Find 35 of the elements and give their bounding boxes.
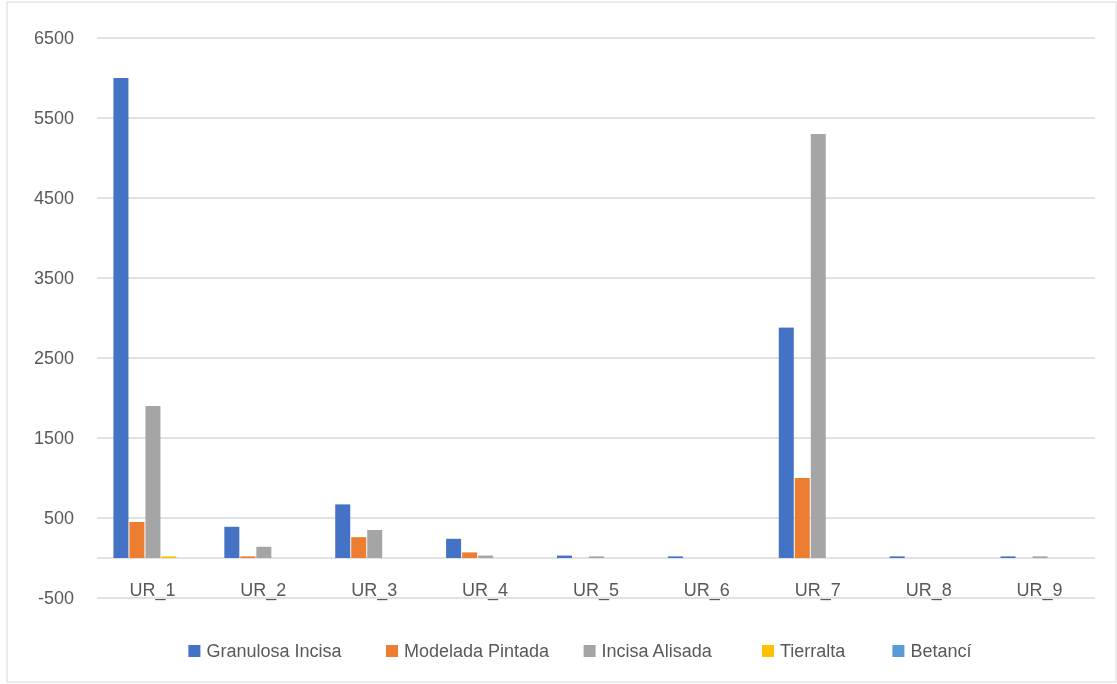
bar bbox=[462, 552, 478, 558]
y-tick-label: 3500 bbox=[33, 268, 74, 289]
x-tick-label: UR_3 bbox=[351, 580, 398, 601]
legend-label: Betancí bbox=[910, 641, 972, 662]
y-tick-label: 500 bbox=[43, 508, 74, 529]
y-tick-label: -500 bbox=[37, 588, 74, 609]
bar bbox=[335, 504, 351, 558]
y-tick-label: 1500 bbox=[33, 428, 74, 449]
bar bbox=[794, 478, 810, 558]
y-tick-label: 6500 bbox=[33, 28, 74, 49]
x-tick-label: UR_1 bbox=[129, 580, 176, 601]
legend-label: Tierralta bbox=[780, 641, 847, 662]
bar bbox=[256, 546, 272, 558]
legend-label: Modelada Pintada bbox=[404, 641, 551, 662]
bar bbox=[113, 78, 129, 558]
bar bbox=[224, 526, 240, 558]
x-tick-label: UR_2 bbox=[240, 580, 287, 601]
y-tick-label: 2500 bbox=[33, 348, 74, 369]
bar bbox=[145, 406, 161, 558]
bar bbox=[351, 537, 367, 558]
x-tick-label: UR_7 bbox=[794, 580, 841, 601]
bar bbox=[778, 327, 794, 558]
x-tick-label: UR_6 bbox=[683, 580, 730, 601]
x-tick-label: UR_9 bbox=[1016, 580, 1063, 601]
x-tick-label: UR_4 bbox=[462, 580, 509, 601]
x-tick-label: UR_8 bbox=[905, 580, 952, 601]
bar bbox=[810, 134, 826, 558]
bar bbox=[446, 538, 462, 558]
y-tick-label: 5500 bbox=[33, 108, 74, 129]
y-tick-label: 4500 bbox=[33, 188, 74, 209]
legend-label: Granulosa Incisa bbox=[206, 641, 343, 662]
bar bbox=[129, 522, 145, 558]
x-tick-label: UR_5 bbox=[572, 580, 620, 601]
bar bbox=[367, 530, 383, 558]
legend-label: Incisa Alisada bbox=[601, 641, 713, 662]
